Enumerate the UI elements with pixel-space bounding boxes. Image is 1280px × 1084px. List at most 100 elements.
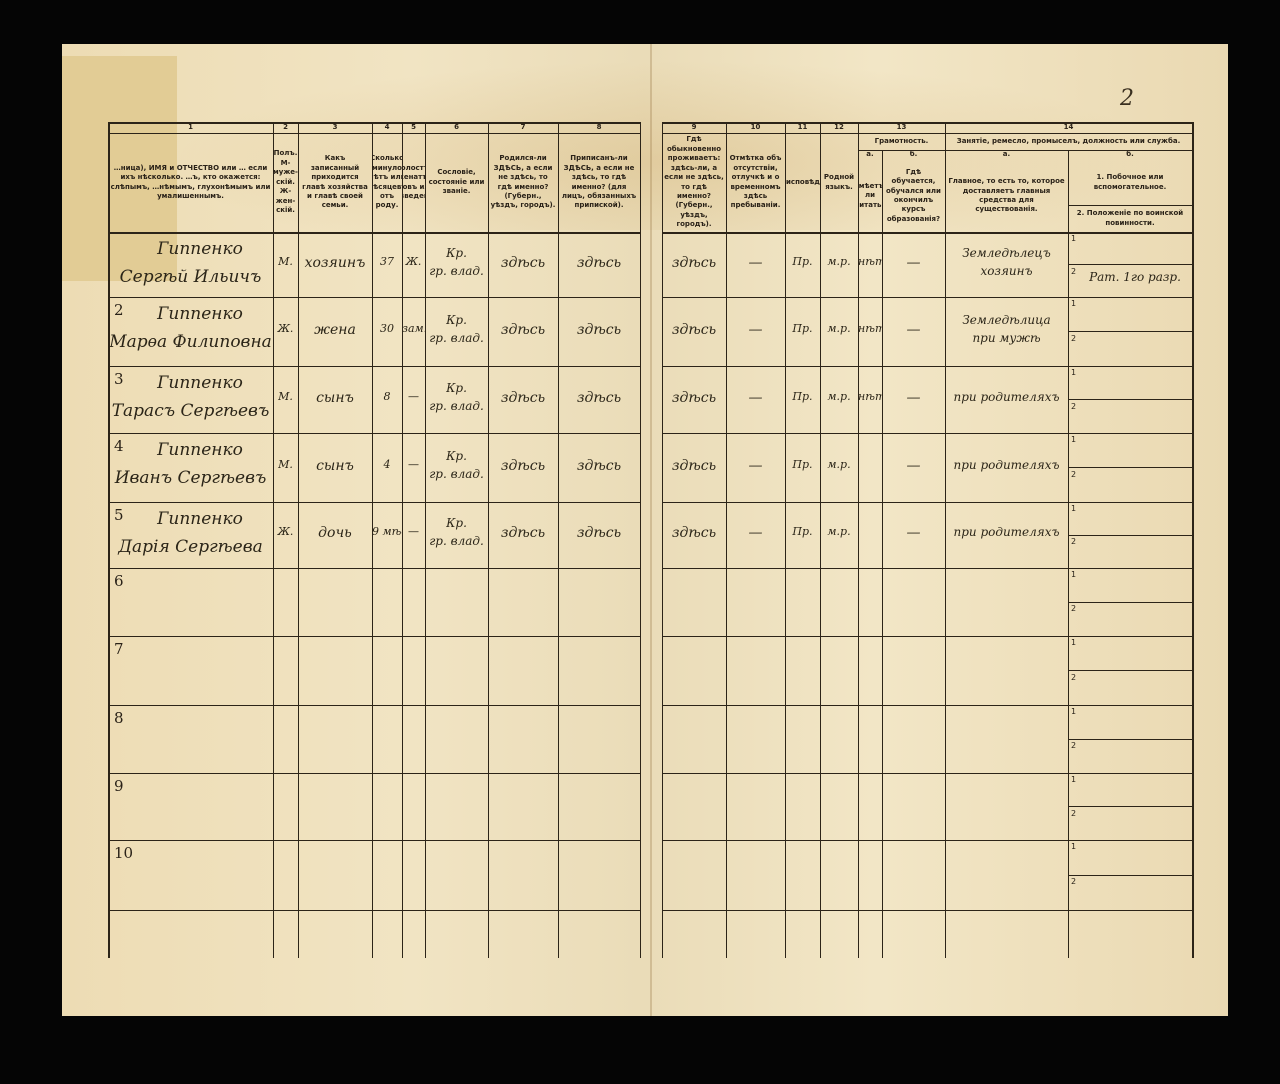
rule-line (1068, 150, 1069, 958)
residence: здѣсь (671, 390, 717, 406)
column-header: Грамотность. (874, 136, 929, 145)
rule-line (1068, 264, 1192, 265)
education: — (906, 255, 921, 271)
religion: Пр. (792, 255, 813, 268)
column-number: 5 (411, 123, 416, 132)
rule-line (108, 133, 640, 134)
sub-label: 2 (1071, 741, 1077, 750)
sub-letter: б. (1126, 150, 1134, 159)
rule-line (662, 366, 1192, 367)
rule-line (298, 122, 299, 958)
registered: здѣсь (576, 390, 622, 406)
sub-label: 1 (1071, 570, 1077, 579)
registered: здѣсь (576, 255, 622, 271)
rule-line (108, 840, 640, 841)
age: 4 (383, 458, 391, 471)
rule-line (726, 122, 727, 958)
rule-line (662, 705, 1192, 706)
occupation: Земледѣлица (962, 313, 1051, 327)
born: здѣсь (500, 458, 546, 474)
rule-line (402, 122, 403, 958)
rule-line (1068, 670, 1192, 671)
rule-line (1068, 331, 1192, 332)
language: м.р. (827, 255, 851, 268)
column-number: 14 (1063, 123, 1074, 132)
residence: здѣсь (671, 458, 717, 474)
row-number: 4 (114, 437, 124, 455)
sex: М. (278, 390, 293, 403)
estate: Кр. (446, 313, 467, 327)
rule-line (662, 122, 1192, 124)
fold (650, 44, 652, 1016)
estate: гр. влад. (429, 331, 484, 345)
sub-header: Главное, то есть то, которое доставляетъ… (948, 177, 1065, 214)
literacy: нѣт (858, 322, 882, 335)
occupation: хозяинъ (980, 264, 1033, 278)
rule-line (662, 568, 1192, 569)
surname: Гиппенко (157, 305, 243, 324)
sub-label: 2 (1071, 401, 1077, 411)
sub-label: 2 (1071, 604, 1077, 613)
column-header: Какъ записанный приходится главѣ хозяйст… (302, 154, 368, 210)
sub-label: 1 (1071, 775, 1077, 784)
literacy: нѣт (858, 255, 882, 268)
education: — (906, 322, 921, 338)
surname: Гиппенко (157, 374, 243, 393)
education: — (906, 526, 921, 541)
column-header: …ница), ИМЯ и ОТЧЕСТВО или … если ихъ нѣ… (110, 163, 271, 200)
column-header: Сословіе, состояніе или званіе. (428, 168, 485, 196)
military: Рат. 1го разр. (1089, 270, 1181, 284)
rule-line (108, 636, 640, 637)
column-number: 11 (797, 123, 808, 132)
born: здѣсь (500, 322, 546, 338)
sub-label: 2 (1071, 877, 1077, 886)
estate: Кр. (446, 246, 467, 260)
absence: — (748, 322, 763, 338)
sex: М. (278, 458, 293, 471)
born: здѣсь (500, 255, 546, 271)
occupation: при родителяхъ (953, 390, 1060, 404)
rule-line (108, 568, 640, 569)
sub-label: 1 (1071, 299, 1077, 308)
row-number: 9 (114, 777, 124, 795)
religion: Пр. (792, 322, 813, 335)
age: 37 (380, 255, 394, 268)
relation: дочь (318, 526, 352, 541)
rule-line (273, 122, 274, 958)
column-header: Занятіе, ремесло, промыселъ, должность и… (956, 136, 1181, 145)
column-number: 10 (750, 123, 761, 132)
row-number: 10 (114, 844, 134, 862)
rule-line (1068, 399, 1192, 400)
rule-line (108, 122, 110, 958)
paper-patch (62, 56, 177, 281)
surname: Гиппенко (157, 441, 243, 460)
age: 8 (383, 390, 391, 403)
column-number: 9 (691, 123, 697, 132)
education: — (906, 390, 921, 406)
rule-line (1192, 122, 1194, 958)
sub-header: Гдѣ обучается, обучался или окончилъ кур… (886, 167, 941, 223)
rule-line (662, 232, 1192, 234)
sub-letter: б. (909, 150, 918, 159)
religion: Пр. (792, 458, 813, 471)
rule-line (1068, 602, 1192, 603)
rule-line (1068, 535, 1192, 536)
column-number: 7 (520, 123, 526, 132)
column-number: 8 (596, 123, 602, 132)
marital: зам. (402, 322, 425, 335)
given-name: Тарасъ Сергѣевъ (111, 402, 270, 421)
occupation: при родителяхъ (953, 526, 1060, 539)
sub-header: Умѣетъ-ли читать? (858, 181, 882, 209)
relation: жена (314, 322, 356, 338)
estate: Кр. (446, 449, 467, 463)
surname: Гиппенко (157, 510, 243, 529)
rule-line (882, 150, 883, 958)
occupation: при родителяхъ (953, 458, 1060, 472)
absence: — (748, 255, 763, 271)
rule-line (108, 705, 640, 706)
language: м.р. (827, 390, 851, 403)
column-header: Холостъ, женатъ, вдовъ или разведенъ. (402, 163, 425, 200)
religion: Пр. (792, 526, 813, 538)
rule-line (945, 122, 946, 958)
education: — (906, 458, 921, 474)
